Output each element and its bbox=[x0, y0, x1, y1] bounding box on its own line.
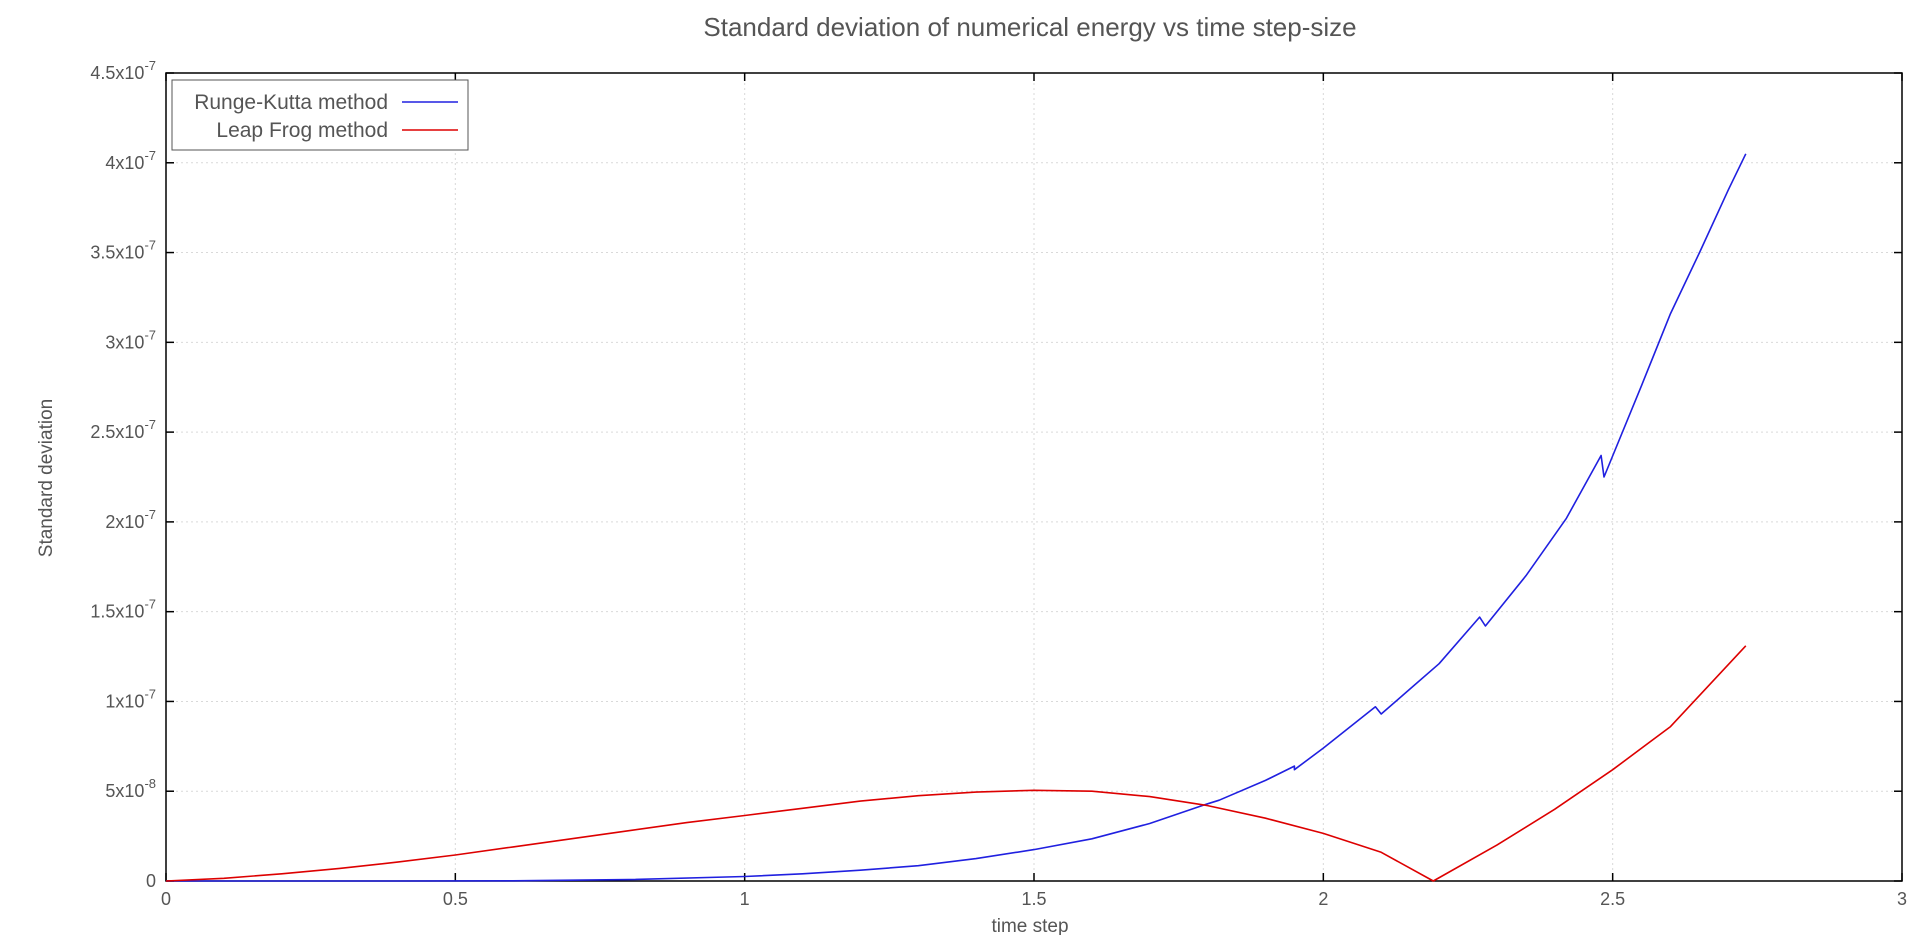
y-tick-mantissa: 1x10 bbox=[105, 691, 144, 711]
x-tick-label: 0.5 bbox=[443, 889, 468, 909]
x-tick-label: 1.5 bbox=[1021, 889, 1046, 909]
y-axis-label: Standard deviation bbox=[36, 399, 57, 557]
y-tick-label: 1x10-7 bbox=[105, 686, 156, 711]
x-tick-label: 1 bbox=[740, 889, 750, 909]
y-tick-label: 3x10-7 bbox=[105, 327, 156, 352]
y-tick-exponent: -7 bbox=[144, 686, 156, 701]
y-tick-mantissa: 3x10 bbox=[105, 332, 144, 352]
y-tick-label: 3.5x10-7 bbox=[90, 238, 156, 263]
legend-label: Leap Frog method bbox=[216, 119, 388, 142]
y-tick-label: 5x10-8 bbox=[105, 776, 156, 801]
y-tick-mantissa: 3.5x10 bbox=[90, 243, 144, 263]
y-tick-exponent: -7 bbox=[144, 507, 156, 522]
y-tick-label: 2x10-7 bbox=[105, 507, 156, 532]
y-tick-label: 1.5x10-7 bbox=[90, 597, 156, 622]
y-tick-mantissa: 4x10 bbox=[105, 153, 144, 173]
grid-layer bbox=[166, 73, 1902, 881]
ticks-layer: 0 0.5 1 1.5 2 2.5 305x10-81x10-71.5x10-72x10-7… bbox=[90, 58, 1907, 909]
y-tick-label: 4x10-7 bbox=[105, 148, 156, 173]
y-tick-mantissa: 0 bbox=[146, 871, 156, 891]
legend-label: Runge-Kutta method bbox=[194, 91, 388, 114]
y-tick-mantissa: 4.5x10 bbox=[90, 63, 144, 83]
y-tick-exponent: -7 bbox=[144, 327, 156, 342]
y-tick-exponent: -7 bbox=[144, 148, 156, 163]
y-tick-exponent: -7 bbox=[144, 417, 156, 432]
series-line-leap-frog bbox=[165, 645, 1747, 882]
x-axis-label: time step bbox=[991, 916, 1068, 935]
y-tick-label: 4.5x10-7 bbox=[90, 58, 156, 83]
y-tick-mantissa: 2.5x10 bbox=[90, 422, 144, 442]
x-tick-label: 2 bbox=[1318, 889, 1328, 909]
y-tick-mantissa: 1.5x10 bbox=[90, 602, 144, 622]
y-tick-exponent: -7 bbox=[144, 58, 156, 73]
y-tick-label: 2.5x10-7 bbox=[90, 417, 156, 442]
y-tick-exponent: -8 bbox=[144, 776, 156, 791]
y-tick-exponent: -7 bbox=[144, 238, 156, 253]
x-tick-label: 3 bbox=[1897, 889, 1907, 909]
series-layer bbox=[165, 153, 1747, 882]
legend: Runge-Kutta method Leap Frog method bbox=[171, 79, 469, 151]
y-tick-label: 0 bbox=[146, 871, 156, 891]
x-tick-label: 0 bbox=[161, 889, 171, 909]
series-line-runge-kutta bbox=[166, 153, 1747, 882]
y-tick-mantissa: 2x10 bbox=[105, 512, 144, 532]
y-tick-exponent: -7 bbox=[144, 597, 156, 612]
chart-title: Standard deviation of numerical energy v… bbox=[703, 12, 1356, 42]
x-tick-label: 2.5 bbox=[1600, 889, 1625, 909]
y-tick-mantissa: 5x10 bbox=[105, 781, 144, 801]
legend-box bbox=[171, 79, 469, 151]
